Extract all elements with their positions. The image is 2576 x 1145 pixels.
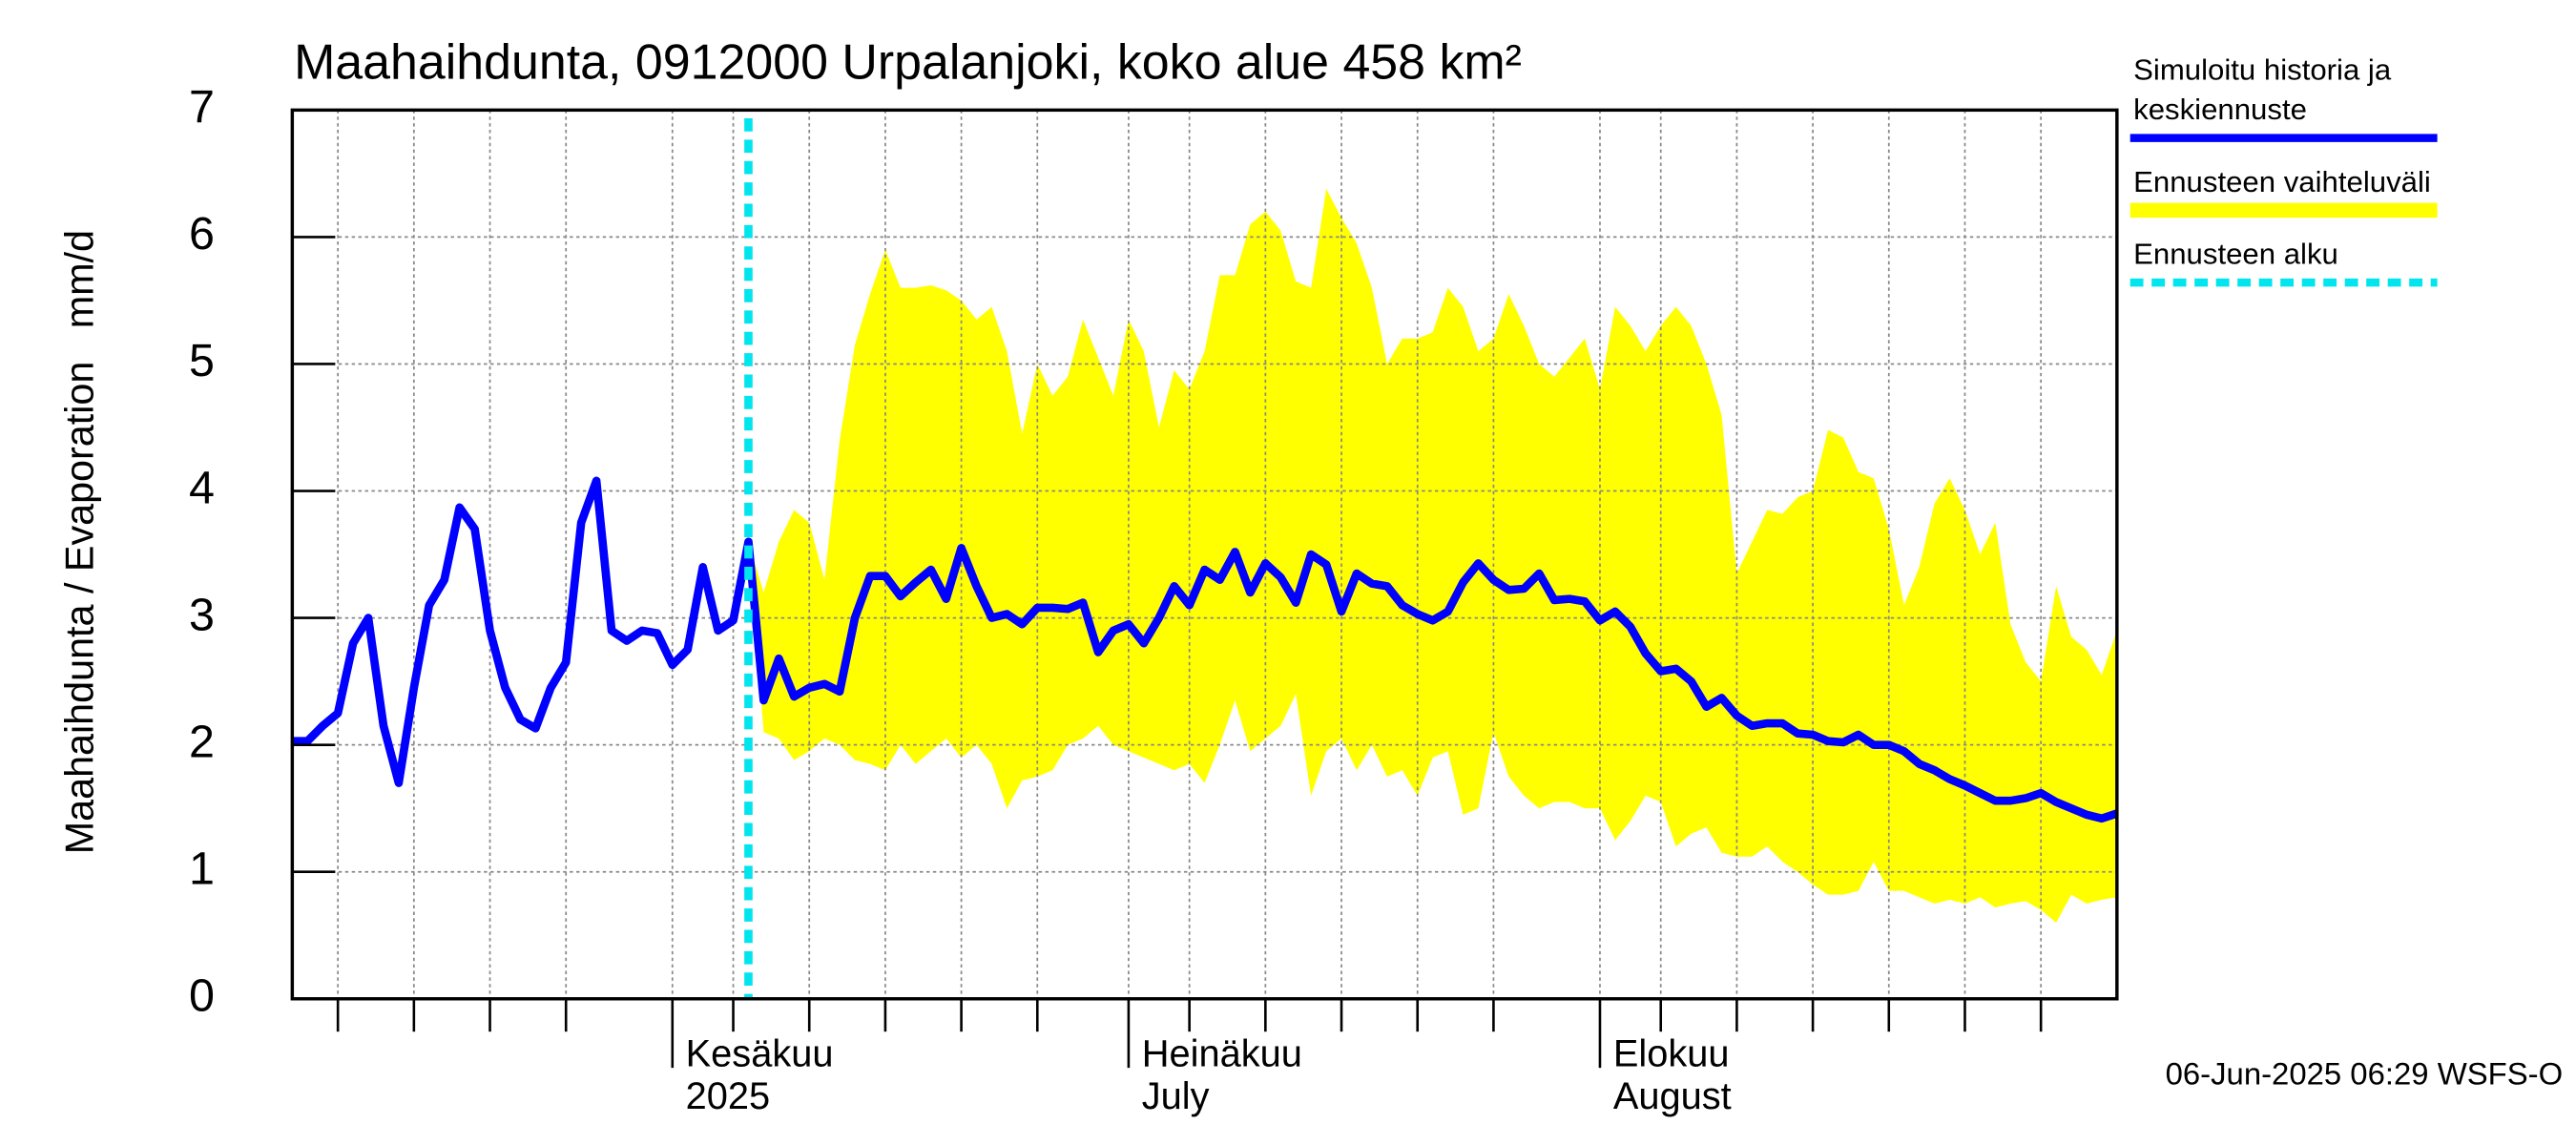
y-tick-label: 6 xyxy=(189,208,215,260)
y-tick-label: 4 xyxy=(189,462,215,513)
line-layer xyxy=(292,117,2119,999)
x-tick-label: Kesäkuu xyxy=(686,1033,834,1075)
x-tick-sublabel: August xyxy=(1613,1075,1732,1117)
legend-label: Ennusteen vaihteluväli xyxy=(2133,165,2431,198)
band-layer xyxy=(748,188,2117,923)
y-tick-label: 3 xyxy=(189,589,215,640)
y-tick-label: 2 xyxy=(189,716,215,767)
x-tick-label: Elokuu xyxy=(1613,1033,1730,1075)
plot-frame xyxy=(290,108,2119,1001)
y-tick-label: 0 xyxy=(189,970,215,1022)
y-tick-label: 5 xyxy=(189,335,215,386)
y-tick-label: 1 xyxy=(189,843,215,895)
legend-label: Simuloitu historia ja keskiennuste xyxy=(2133,53,2392,126)
x-tick-label: Heinäkuu xyxy=(1142,1033,1302,1075)
y-axis-label: Maahaihdunta / Evaporation mm/d xyxy=(57,230,101,854)
y-tick-label: 7 xyxy=(189,81,215,133)
chart-title: Maahaihdunta, 0912000 Urpalanjoki, koko … xyxy=(294,34,1522,90)
x-tick-sublabel: 2025 xyxy=(686,1075,771,1117)
legend: Simuloitu historia ja keskiennuste Ennuste… xyxy=(2129,53,2438,287)
legend-label: Ennusteen alku xyxy=(2133,238,2338,271)
forecast-range xyxy=(748,188,2117,923)
x-tick-sublabel: July xyxy=(1142,1075,1210,1117)
footer: 06-Jun-2025 06:29 WSFS-O xyxy=(2166,1055,2564,1091)
series-line xyxy=(292,476,2119,823)
